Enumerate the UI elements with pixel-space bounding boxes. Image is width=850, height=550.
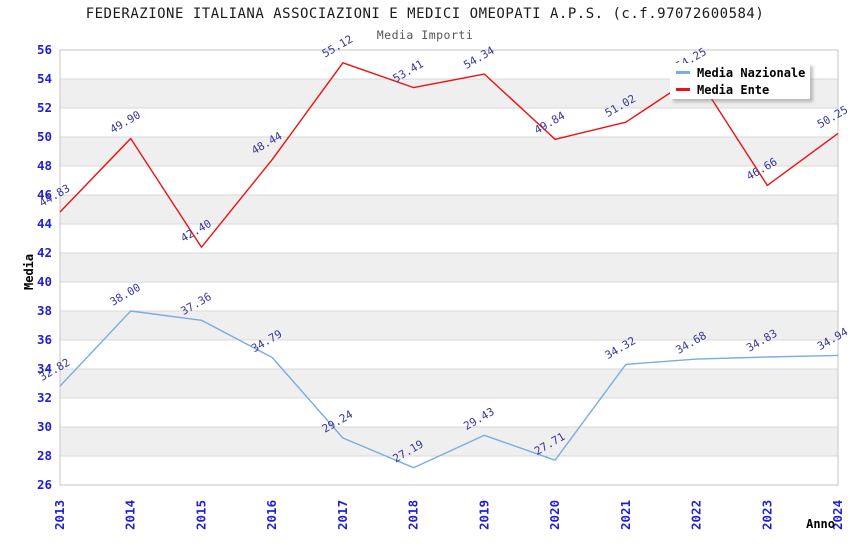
x-tick-label: 2015 (193, 500, 208, 530)
x-tick-label: 2017 (335, 500, 350, 530)
y-tick-label: 46 (37, 187, 52, 202)
y-tick-label: 38 (37, 303, 52, 318)
x-tick-label: 2023 (759, 500, 774, 530)
legend-swatch-media-ente-icon (676, 88, 690, 91)
legend: Media Nazionale Media Ente (670, 63, 810, 99)
x-tick-label: 2019 (476, 500, 491, 530)
plot-band (60, 195, 838, 224)
y-tick-label: 50 (37, 129, 52, 144)
x-tick-label: 2016 (264, 500, 279, 530)
legend-label-media-nazionale: Media Nazionale (697, 65, 806, 80)
x-tick-label: 2014 (123, 500, 138, 530)
x-tick-label: 2013 (52, 500, 67, 530)
data-label: 38.00 (108, 281, 143, 309)
y-tick-label: 30 (37, 419, 52, 434)
chart-subtitle: Media Importi (376, 28, 474, 42)
plot-band (60, 253, 838, 282)
y-tick-label: 48 (37, 158, 52, 173)
y-tick-label: 54 (37, 71, 52, 86)
data-label: 55.12 (320, 33, 355, 61)
x-tick-label: 2020 (547, 500, 562, 530)
y-tick-label: 26 (37, 477, 52, 492)
legend-item-media-nazionale: Media Nazionale (676, 66, 810, 80)
legend-label-media-ente: Media Ente (697, 82, 770, 97)
plot-band (60, 369, 838, 398)
x-tick-label: 2022 (689, 500, 704, 530)
plot-border (59, 49, 839, 486)
y-tick-label: 52 (37, 100, 52, 115)
y-tick-label: 40 (37, 274, 52, 289)
y-tick-label: 32 (37, 390, 52, 405)
x-tick-label: 2024 (830, 500, 845, 530)
y-tick-label: 44 (37, 216, 52, 231)
data-label: 49.90 (108, 108, 143, 136)
x-tick-label: 2018 (406, 500, 421, 530)
y-tick-label: 36 (37, 332, 52, 347)
legend-swatch-media-nazionale-icon (676, 71, 690, 74)
y-tick-label: 56 (37, 42, 52, 57)
x-tick-label: 2021 (618, 500, 633, 530)
y-axis-title: Media (22, 254, 36, 290)
plot-band (60, 137, 838, 166)
y-tick-label: 42 (37, 245, 52, 260)
data-label: 49.84 (532, 109, 568, 137)
y-tick-label: 34 (37, 361, 52, 376)
legend-item-media-ente: Media Ente (676, 83, 810, 97)
chart-title: FEDERAZIONE ITALIANA ASSOCIAZIONI E MEDI… (85, 6, 765, 22)
series-line-media-nazionale (59, 310, 839, 469)
y-tick-label: 28 (37, 448, 52, 463)
x-axis-title: Anno (806, 517, 835, 531)
plot-band (60, 311, 838, 340)
data-label: 54.34 (461, 44, 497, 72)
